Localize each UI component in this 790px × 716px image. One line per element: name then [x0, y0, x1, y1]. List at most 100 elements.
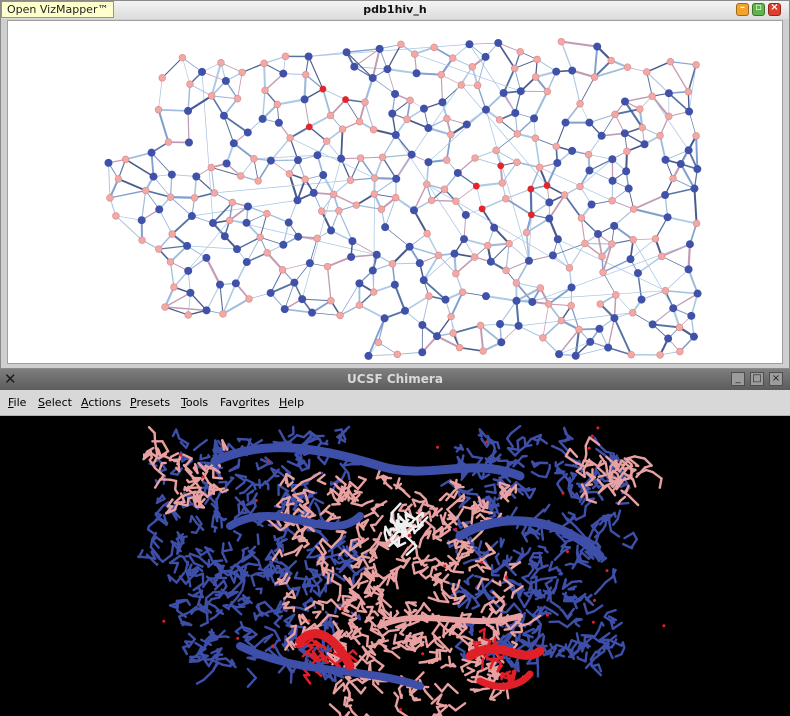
network-edge	[688, 111, 697, 136]
bond-stick	[520, 547, 525, 558]
bond-stick	[210, 647, 223, 655]
network-edge	[260, 236, 284, 246]
bond-stick	[284, 642, 291, 651]
chimera-close-button[interactable]: ×	[769, 372, 783, 386]
network-node	[599, 268, 607, 276]
network-edge	[637, 273, 643, 300]
network-node	[381, 223, 390, 232]
network-edge	[633, 208, 668, 219]
bond-stick	[603, 615, 616, 625]
network-node	[374, 338, 383, 347]
network-edge	[382, 134, 397, 158]
bond-stick	[192, 561, 204, 568]
bond-stick	[326, 488, 334, 496]
network-edge	[327, 256, 352, 268]
network-node	[586, 337, 595, 346]
bond-stick	[571, 516, 575, 520]
network-node	[294, 232, 303, 241]
bond-stick	[173, 561, 180, 574]
network-edge	[326, 266, 332, 301]
bond-stick	[448, 704, 457, 712]
bond-stick	[356, 609, 368, 614]
network-edge	[535, 137, 557, 147]
menu-tools[interactable]: Tools	[181, 396, 208, 409]
bond-stick	[341, 611, 353, 618]
network-node	[623, 63, 632, 71]
network-edge	[688, 64, 697, 112]
bond-stick	[237, 562, 250, 571]
menu-help[interactable]: Help	[279, 396, 304, 409]
close-button[interactable]: ×	[768, 2, 781, 16]
bond-stick	[608, 521, 613, 533]
network-node	[184, 266, 193, 275]
bond-stick	[236, 437, 250, 441]
bond-stick	[397, 687, 403, 700]
network-node	[638, 123, 646, 132]
bond-stick	[373, 658, 385, 668]
residue-network-graph[interactable]	[8, 21, 782, 363]
open-vizmapper-button[interactable]: Open VizMapper™	[1, 1, 115, 18]
network-edge	[665, 149, 689, 161]
bond-stick	[541, 634, 546, 647]
network-edge	[490, 243, 510, 263]
bond-stick	[529, 558, 538, 566]
bond-stick	[176, 531, 181, 537]
menu-file[interactable]: File	[8, 396, 26, 409]
menu-presets[interactable]: Presets	[130, 396, 170, 409]
menu-actions[interactable]: Actions	[81, 396, 121, 409]
bond-stick	[622, 542, 634, 550]
network-node	[167, 170, 176, 179]
bond-stick	[229, 574, 236, 584]
network-edge	[463, 214, 467, 240]
x-logo-icon[interactable]: ✕	[4, 370, 17, 388]
bond-stick	[194, 467, 198, 472]
network-edge	[259, 213, 268, 238]
protein-structure-rendering[interactable]	[0, 416, 790, 716]
minimize-button[interactable]: –	[736, 2, 749, 16]
bond-stick	[221, 439, 229, 451]
network-edge	[115, 215, 143, 241]
network-canvas[interactable]	[7, 20, 783, 364]
bond-stick	[493, 483, 497, 495]
bond-stick	[333, 482, 344, 493]
chimera-titlebar[interactable]: ✕ UCSF Chimera _ □ ×	[0, 369, 790, 390]
bond-stick	[300, 526, 307, 535]
bond-stick	[405, 647, 416, 652]
network-node	[266, 156, 275, 165]
menu-select[interactable]: Select	[38, 396, 72, 409]
chimera-menubar: File Select Actions Presets Tools Favori…	[0, 390, 790, 416]
bond-stick	[549, 600, 561, 609]
chimera-maximize-button[interactable]: □	[750, 372, 764, 386]
network-window-titlebar[interactable]: pdb1hiv_h Open VizMapper™ – ▫ ×	[1, 1, 789, 19]
bond-stick	[438, 578, 450, 585]
bond-stick	[390, 538, 399, 548]
network-node	[186, 288, 195, 297]
network-edge	[601, 114, 616, 136]
ribbon-segment	[210, 443, 525, 481]
chimera-minimize-button[interactable]: _	[731, 372, 745, 386]
menu-favorites[interactable]: Favorites	[220, 396, 270, 409]
bond-stick	[456, 626, 468, 639]
network-node	[245, 295, 253, 303]
bond-stick	[369, 551, 378, 560]
network-edge	[416, 72, 442, 76]
molecule-viewport[interactable]	[0, 416, 790, 716]
network-edge	[346, 51, 374, 79]
network-node	[585, 118, 594, 127]
bond-stick	[338, 585, 342, 597]
network-edge	[436, 316, 452, 337]
bond-stick	[324, 509, 337, 518]
chimera-window: ✕ UCSF Chimera _ □ × File Select Actions…	[0, 369, 790, 716]
bond-stick	[555, 532, 568, 545]
bond-stick	[300, 477, 313, 484]
bond-stick	[590, 665, 602, 677]
bond-stick	[439, 573, 450, 585]
network-node	[450, 249, 459, 258]
bond-stick	[520, 638, 531, 646]
network-node	[590, 73, 599, 81]
bond-stick	[368, 654, 376, 660]
network-edge	[372, 77, 396, 95]
bond-stick	[359, 686, 367, 695]
bond-stick	[278, 539, 284, 547]
maximize-button[interactable]: ▫	[752, 2, 765, 16]
